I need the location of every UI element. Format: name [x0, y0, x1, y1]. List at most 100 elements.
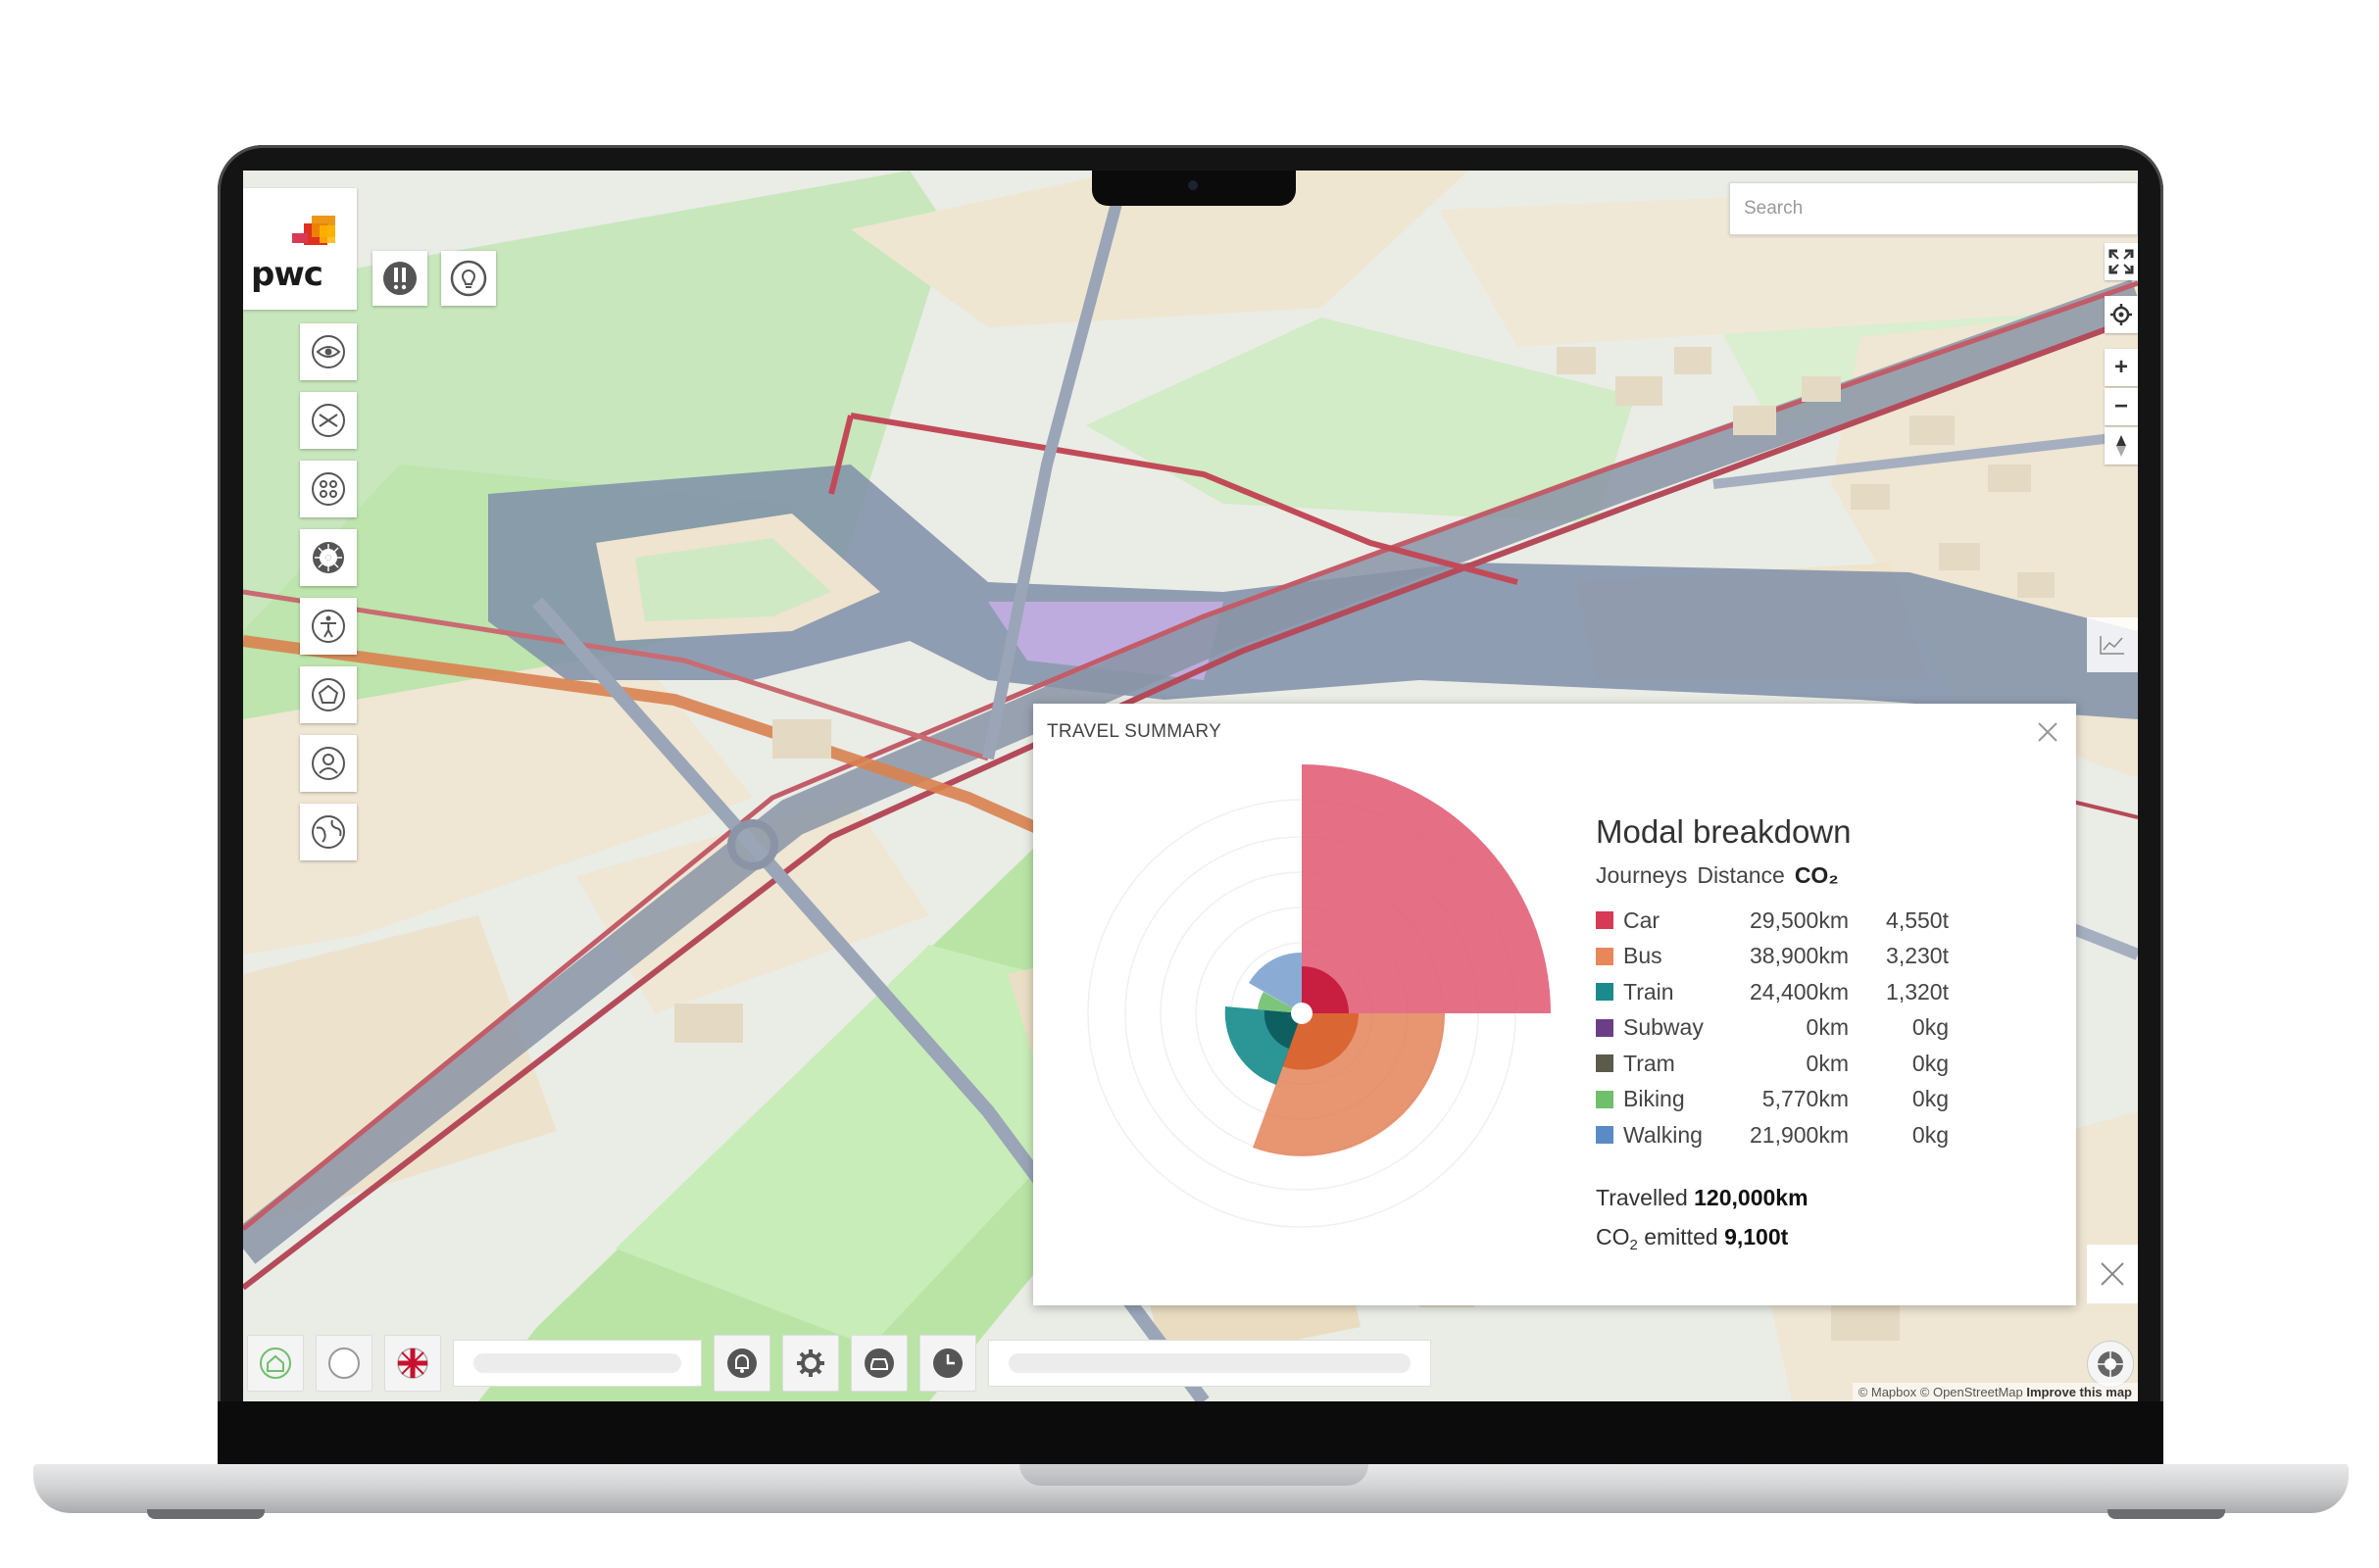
- camera-lens: [1188, 180, 1198, 190]
- improve-map-link[interactable]: Improve this map: [2026, 1385, 2132, 1399]
- mode-row-car[interactable]: Car 29,500km 4,550t: [1596, 903, 2047, 939]
- messages-button[interactable]: [300, 392, 357, 449]
- car-segment-distance: [1302, 764, 1551, 1013]
- zoom-in-button[interactable]: +: [2105, 349, 2138, 386]
- search-box[interactable]: [1729, 182, 2138, 235]
- language-button[interactable]: [384, 1335, 441, 1392]
- lightbulb-icon: [450, 260, 487, 297]
- mode-name: Biking: [1623, 1086, 1685, 1112]
- zoom-out-button[interactable]: −: [2105, 388, 2138, 425]
- laptop-opening-groove: [1019, 1464, 1368, 1486]
- fullscreen-icon: [2108, 249, 2134, 274]
- close-side-button[interactable]: [2087, 1245, 2138, 1303]
- co2-total: CO2 emitted 9,100t: [1596, 1217, 1809, 1265]
- locate-button[interactable]: [2105, 296, 2138, 333]
- mode-row-tram[interactable]: Tram 0km 0kg: [1596, 1046, 2047, 1082]
- mode-row-subway[interactable]: Subway 0km 0kg: [1596, 1010, 2047, 1047]
- mode-swatch: [1596, 983, 1613, 1002]
- modal-breakdown-title: Modal breakdown: [1596, 813, 1852, 850]
- profile-icon: [328, 1348, 360, 1379]
- bottom-input-left[interactable]: [453, 1340, 702, 1387]
- train-segment-co2: [1264, 1010, 1302, 1049]
- alert-icon: [383, 262, 417, 295]
- clock-icon: [933, 1348, 963, 1378]
- modal-polar-chart: [1087, 764, 1551, 1228]
- mode-distance: 21,900km: [1749, 1121, 1849, 1148]
- pwc-logo-mark: [292, 216, 335, 245]
- osm-link[interactable]: © OpenStreetMap: [1919, 1385, 2023, 1399]
- pwc-logo: pwc: [243, 188, 357, 310]
- home-button[interactable]: [247, 1335, 304, 1392]
- side-toolbar: [300, 323, 357, 872]
- mode-co2: 0kg: [1911, 1014, 1949, 1041]
- settings-button[interactable]: [782, 1335, 839, 1392]
- mode-swatch: [1596, 1126, 1613, 1145]
- vehicle-button[interactable]: [851, 1335, 908, 1392]
- travelled-label: Travelled: [1596, 1185, 1688, 1210]
- compass-button[interactable]: [2105, 427, 2138, 465]
- mode-row-bus[interactable]: Bus 38,900km 3,230t: [1596, 939, 2047, 975]
- tab-journeys[interactable]: Journeys: [1596, 862, 1688, 888]
- pwc-logo-text: pwc: [251, 255, 323, 294]
- wheel-button[interactable]: [300, 529, 357, 586]
- bell-icon: [727, 1348, 757, 1378]
- search-input[interactable]: [1730, 183, 2137, 234]
- eye-icon: [312, 335, 345, 368]
- users-button[interactable]: [300, 735, 357, 792]
- mode-distance: 0km: [1806, 1050, 1849, 1076]
- mode-distance: 5,770km: [1761, 1086, 1849, 1112]
- fullscreen-button[interactable]: [2105, 243, 2138, 280]
- accessibility-button[interactable]: [300, 598, 357, 655]
- network-button[interactable]: [300, 461, 357, 517]
- chart-toggle-button[interactable]: [2087, 617, 2138, 672]
- compass-north-icon: [2116, 435, 2126, 457]
- mode-distance: 0km: [1806, 1014, 1849, 1041]
- co2-prefix: CO: [1596, 1224, 1630, 1250]
- pentagon-icon: [312, 678, 345, 711]
- gear-icon: [797, 1349, 824, 1377]
- mode-swatch: [1596, 1090, 1613, 1108]
- view-button[interactable]: [300, 323, 357, 380]
- mode-distance: 38,900km: [1749, 943, 1849, 969]
- globe-icon: [312, 815, 345, 849]
- mode-distance: 24,400km: [1749, 978, 1849, 1004]
- travel-totals: Travelled 120,000km CO2 emitted 9,100t: [1596, 1178, 1809, 1265]
- zoom-out-icon: −: [2113, 393, 2128, 419]
- history-button[interactable]: [919, 1335, 976, 1392]
- alert-button[interactable]: [372, 251, 427, 306]
- panel-close-button[interactable]: [2031, 715, 2064, 749]
- walking-segment-distance: [1249, 952, 1302, 1013]
- input-placeholder-pill: [1009, 1353, 1411, 1373]
- close-icon: [2101, 1262, 2124, 1286]
- biking-segment-distance: [1258, 992, 1302, 1013]
- ideas-button[interactable]: [441, 251, 496, 306]
- mode-row-walking[interactable]: Walking 21,900km 0kg: [1596, 1117, 2047, 1153]
- profile-button[interactable]: [316, 1335, 372, 1392]
- mode-row-biking[interactable]: Biking 5,770km 0kg: [1596, 1082, 2047, 1118]
- notifications-button[interactable]: [714, 1335, 770, 1392]
- tab-co2[interactable]: CO₂: [1794, 862, 1839, 888]
- laptop-foot-right: [2107, 1509, 2225, 1519]
- map-style-button[interactable]: [2087, 1341, 2134, 1388]
- map-attribution: © Mapbox © OpenStreetMap Improve this ma…: [1852, 1383, 2138, 1401]
- co2-value: 9,100t: [1724, 1224, 1789, 1250]
- mode-name: Tram: [1623, 1050, 1675, 1076]
- user-icon: [312, 747, 345, 780]
- globe-button[interactable]: [300, 804, 357, 860]
- zones-button[interactable]: [300, 666, 357, 723]
- car-icon: [865, 1348, 894, 1378]
- mode-name: Bus: [1623, 943, 1662, 969]
- mode-list: Car 29,500km 4,550t Bus 38,900km 3,230t Train 2…: [1596, 903, 2047, 1153]
- tab-distance[interactable]: Distance: [1697, 862, 1785, 888]
- bottom-input-right[interactable]: [988, 1340, 1431, 1387]
- zoom-in-icon: +: [2113, 354, 2128, 380]
- mapbox-link[interactable]: © Mapbox: [1858, 1385, 1917, 1399]
- bus-segment-co2: [1282, 1013, 1359, 1070]
- mode-name: Car: [1623, 906, 1660, 933]
- line-chart-icon: [2100, 636, 2124, 655]
- uk-flag-icon: [397, 1348, 428, 1379]
- mode-name: Train: [1623, 978, 1674, 1004]
- mode-row-train[interactable]: Train 24,400km 1,320t: [1596, 974, 2047, 1010]
- mode-co2: 0kg: [1911, 1086, 1949, 1112]
- mode-swatch: [1596, 1018, 1613, 1037]
